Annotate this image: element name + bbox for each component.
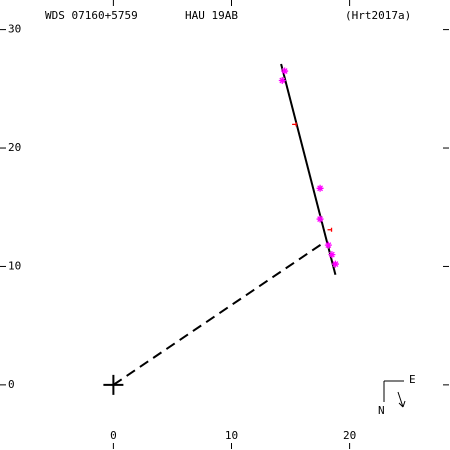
orbit <box>280 63 337 275</box>
measurement-point <box>316 184 324 192</box>
x-tick-label: 20 <box>343 429 356 442</box>
compass-north: N <box>378 404 385 417</box>
reference: (Hrt2017a) <box>345 9 411 22</box>
compass <box>383 380 406 408</box>
chart-subtitle: HAU 19AB <box>185 9 238 22</box>
measurement-point <box>331 260 339 268</box>
measurement-point <box>292 122 297 127</box>
measurement-point <box>316 215 324 223</box>
chart-title: WDS 07160+5759 <box>45 9 138 22</box>
y-tick-label: 10 <box>8 259 21 272</box>
compass-east: E <box>409 373 416 386</box>
measurement-point <box>324 241 332 249</box>
x-tick-label: 10 <box>225 429 238 442</box>
measurement-point <box>281 67 289 75</box>
y-tick-label: 30 <box>8 23 21 36</box>
y-tick-label: 0 <box>8 378 15 391</box>
measurement-point <box>327 227 333 232</box>
measurement-point <box>328 251 336 259</box>
line-of-nodes <box>112 241 325 386</box>
x-tick-label: 0 <box>110 429 117 442</box>
measurement-point <box>278 77 286 85</box>
y-tick-label: 20 <box>8 141 21 154</box>
